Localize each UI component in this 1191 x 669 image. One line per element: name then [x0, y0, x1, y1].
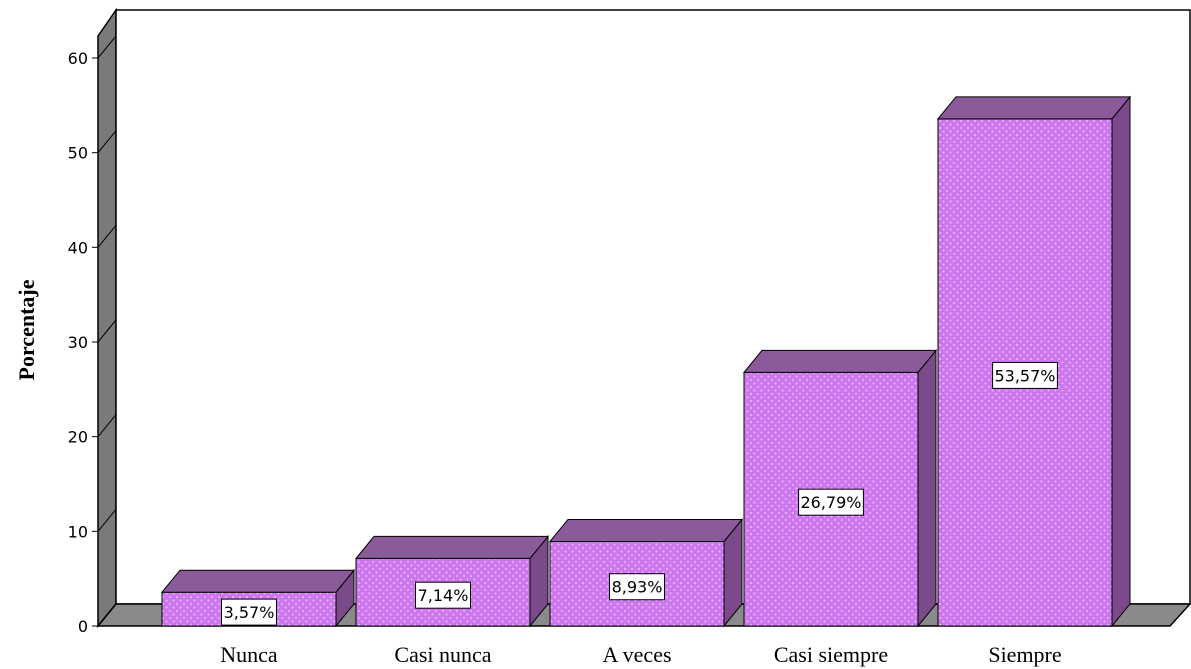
x-tick-label: A veces	[602, 642, 671, 667]
data-label-box	[221, 598, 277, 626]
bar-2: 8,93%	[548, 518, 744, 628]
y-gridtick	[97, 603, 117, 627]
data-label-box	[609, 573, 665, 601]
data-label-box	[415, 581, 471, 609]
y-tick-label: 0	[78, 617, 88, 636]
bar-top	[160, 569, 356, 593]
y-gridtick	[97, 130, 117, 153]
data-label: 8,93%	[612, 578, 663, 597]
x-tick-label: Casi nunca	[394, 642, 491, 667]
x-axis: Nunca Casi nunca A veces Casi siempre Siempr…	[220, 642, 1061, 667]
bars: 3,57% 7,14% 8,93% 26,79% 53,57%	[160, 95, 1132, 628]
bar-3: 26,79%	[742, 348, 938, 628]
bar-0: 3,57%	[160, 568, 356, 628]
y-tick-label: 20	[68, 428, 88, 447]
y-gridtick	[97, 225, 117, 248]
y-gridtick	[97, 509, 117, 532]
y-gridtick	[97, 35, 117, 59]
y-axis: 0 10 20 30 40 50 60	[68, 35, 117, 636]
data-label-box	[798, 488, 864, 516]
bar-top	[354, 535, 550, 559]
data-label-box	[992, 361, 1058, 389]
data-label: 26,79%	[800, 493, 861, 512]
y-gridtick	[97, 414, 117, 437]
data-label: 3,57%	[224, 603, 275, 622]
data-label: 53,57%	[994, 366, 1055, 385]
y-tick-label: 60	[68, 49, 88, 68]
y-tick-label: 40	[68, 238, 88, 257]
bar-top	[936, 96, 1132, 120]
bar-side	[1111, 95, 1131, 628]
y-gridtick	[97, 319, 117, 343]
bar-top	[548, 518, 744, 542]
y-tick-label: 10	[68, 522, 88, 541]
data-label: 7,14%	[418, 586, 469, 605]
bar-side	[917, 348, 937, 628]
left-wall	[97, 7, 117, 629]
x-tick-label: Nunca	[220, 642, 278, 667]
x-tick-label: Casi siempre	[774, 642, 888, 667]
bar-1: 7,14%	[354, 535, 550, 628]
bar-4: 53,57%	[936, 95, 1132, 628]
x-tick-label: Siempre	[988, 642, 1061, 667]
y-tick-label: 30	[68, 333, 88, 352]
y-axis-label: Porcentaje	[14, 279, 39, 380]
y-tick-label: 50	[68, 144, 88, 163]
bar-top	[742, 349, 938, 373]
